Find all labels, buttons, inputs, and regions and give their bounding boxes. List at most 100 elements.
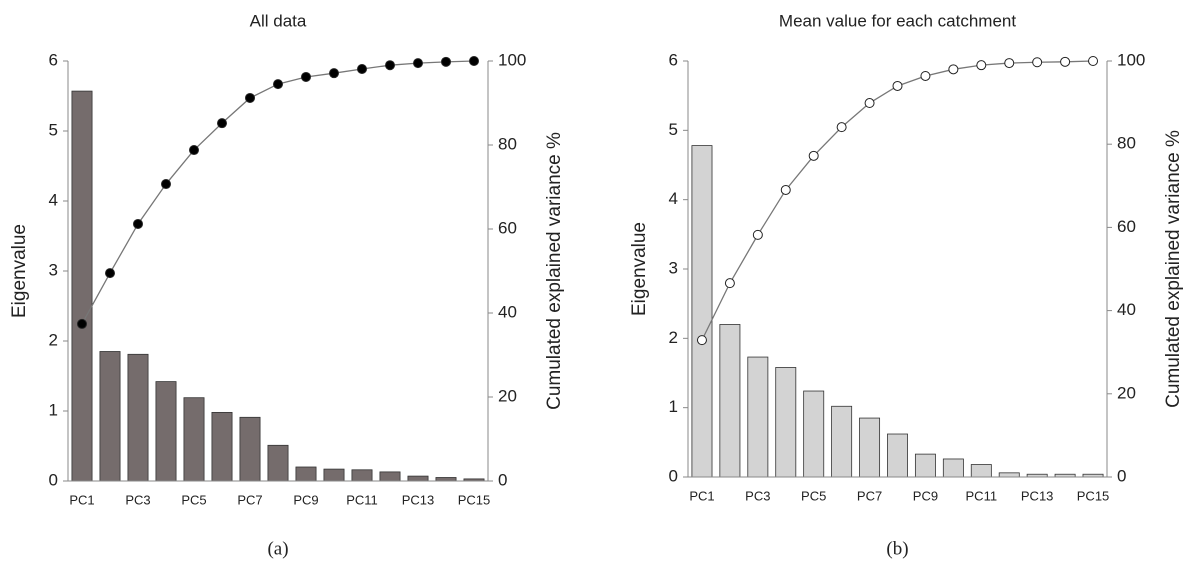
chart-title: All data	[250, 11, 307, 30]
bar	[155, 381, 177, 482]
y-tick-label: 1	[49, 400, 58, 419]
panel-label: (b)	[886, 538, 908, 559]
bar	[970, 464, 992, 478]
bar	[831, 405, 853, 478]
y2-tick-label: 80	[498, 134, 517, 153]
marker	[357, 63, 367, 74]
x-tick-label: PC7	[237, 492, 262, 507]
x-tick-label: PC13	[402, 492, 435, 507]
bar	[211, 411, 233, 482]
bar	[183, 397, 205, 482]
bar	[691, 145, 713, 478]
y-tick-label: 0	[49, 470, 58, 489]
y-tick-label: 5	[669, 120, 678, 139]
x-tick-label: PC1	[69, 492, 94, 507]
y2-tick-label: 60	[498, 218, 517, 237]
marker	[133, 218, 143, 229]
marker	[217, 118, 227, 129]
marker	[189, 145, 199, 156]
y2-axis-label: Cumulated explained variance %	[544, 132, 565, 410]
y2-tick-label: 0	[1117, 466, 1126, 485]
bar	[435, 477, 457, 482]
x-tick-label: PC5	[801, 488, 826, 503]
y-axis-label: Eigenvalue	[9, 224, 30, 318]
y2-tick-label: 40	[1117, 300, 1136, 319]
y2-tick-label: 0	[498, 470, 507, 489]
marker	[385, 60, 395, 71]
y-tick-label: 6	[669, 50, 678, 69]
y2-tick-label: 40	[498, 302, 517, 321]
y-tick-label: 6	[49, 50, 58, 69]
marker	[1004, 58, 1015, 69]
marker	[1088, 56, 1099, 66]
marker	[892, 80, 903, 91]
marker	[724, 278, 735, 289]
bar	[323, 468, 345, 482]
marker	[780, 184, 791, 195]
x-tick-label: PC9	[913, 488, 938, 503]
y2-axis-label: Cumulated explained variance %	[1163, 130, 1184, 408]
x-tick-label: PC9	[293, 492, 318, 507]
x-tick-label: PC1	[689, 488, 714, 503]
marker	[245, 92, 255, 103]
marker	[301, 71, 311, 82]
y-tick-label: 5	[49, 120, 58, 139]
y2-tick-label: 80	[1117, 134, 1136, 153]
x-tick-label: PC3	[125, 492, 150, 507]
y2-tick-label: 20	[1117, 383, 1136, 402]
bar	[998, 472, 1020, 478]
y-tick-label: 4	[49, 190, 58, 209]
x-tick-label: PC5	[181, 492, 206, 507]
bar	[379, 471, 401, 482]
y-axis-label: Eigenvalue	[629, 222, 650, 316]
bar	[775, 367, 797, 478]
x-tick-label: PC11	[346, 492, 378, 507]
bar	[71, 90, 93, 482]
y2-tick-label: 20	[498, 386, 517, 405]
marker	[836, 122, 847, 133]
chart-title: Mean value for each catchment	[779, 11, 1016, 30]
bar	[942, 458, 964, 478]
panel-label: (a)	[267, 538, 288, 559]
marker	[976, 60, 987, 71]
marker	[77, 318, 87, 329]
marker	[441, 56, 451, 67]
marker	[413, 58, 423, 69]
marker	[696, 335, 707, 346]
marker	[752, 229, 763, 240]
x-tick-label: PC15	[1077, 488, 1110, 503]
y2-tick-label: 60	[1117, 217, 1136, 236]
bar	[267, 444, 289, 482]
y2-tick-label: 100	[1117, 50, 1145, 69]
y-tick-label: 0	[669, 466, 678, 485]
y-tick-label: 4	[669, 189, 678, 208]
bar	[295, 466, 317, 482]
marker	[273, 79, 283, 90]
y2-tick-label: 100	[498, 50, 526, 69]
line	[81, 60, 475, 325]
bar	[914, 453, 936, 478]
y-tick-label: 2	[49, 330, 58, 349]
y-tick-label: 2	[669, 328, 678, 347]
marker	[920, 70, 931, 81]
bar	[351, 469, 373, 482]
x-tick-label: PC3	[745, 488, 770, 503]
bar	[99, 351, 121, 482]
marker	[808, 150, 819, 161]
y-tick-label: 3	[669, 258, 678, 277]
marker	[469, 56, 479, 66]
marker	[105, 268, 115, 279]
bar	[747, 356, 769, 478]
bar	[719, 324, 741, 478]
bar	[239, 416, 261, 482]
bar	[803, 390, 825, 478]
bar	[127, 353, 149, 482]
bar	[887, 433, 908, 478]
marker	[161, 179, 171, 190]
y-tick-label: 1	[669, 397, 678, 416]
x-tick-label: PC11	[966, 488, 998, 503]
bar	[859, 417, 881, 478]
marker	[1032, 57, 1043, 68]
line	[701, 60, 1094, 341]
